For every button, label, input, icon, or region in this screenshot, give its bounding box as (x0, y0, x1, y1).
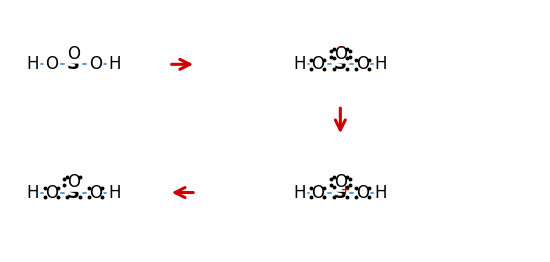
Text: O: O (356, 184, 369, 201)
Text: O: O (90, 55, 102, 73)
Text: +: + (342, 185, 350, 195)
Text: O: O (356, 55, 369, 73)
Text: H: H (293, 184, 306, 201)
Text: O: O (311, 55, 324, 73)
Text: O: O (67, 173, 80, 191)
Text: H: H (108, 55, 120, 73)
Text: H: H (375, 184, 387, 201)
Text: S: S (67, 184, 80, 201)
Text: H: H (375, 55, 387, 73)
Text: S: S (67, 55, 80, 73)
Text: O: O (334, 45, 347, 63)
Text: O: O (334, 173, 347, 191)
Text: H: H (108, 184, 120, 201)
Text: H: H (293, 55, 306, 73)
Text: S: S (334, 184, 347, 201)
Text: H: H (26, 55, 39, 73)
Text: H: H (26, 184, 39, 201)
Text: O: O (90, 184, 102, 201)
Text: O: O (45, 184, 58, 201)
Text: -: - (338, 41, 343, 54)
Text: S: S (334, 55, 347, 73)
Text: O: O (45, 55, 58, 73)
Text: O: O (311, 184, 324, 201)
Text: O: O (67, 45, 80, 63)
